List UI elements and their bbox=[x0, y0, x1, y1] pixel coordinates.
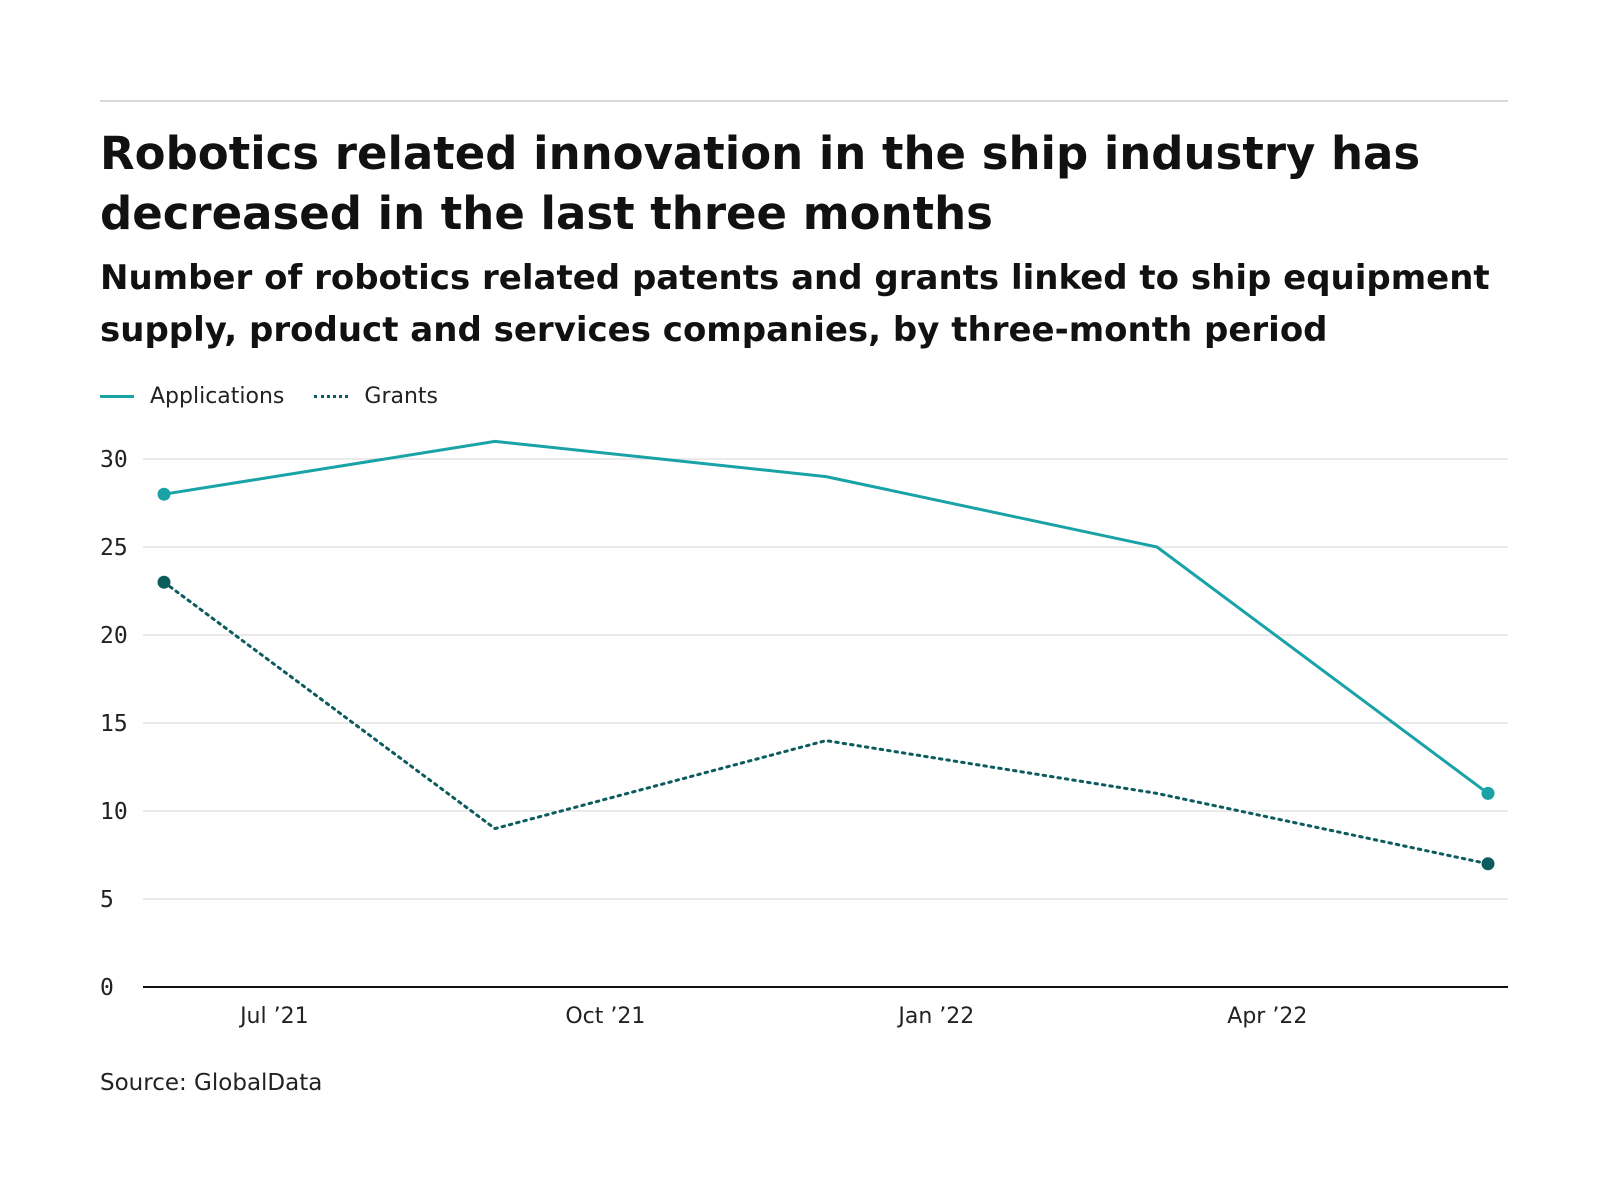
series-lines bbox=[162, 439, 1490, 866]
legend-swatch-applications bbox=[100, 394, 134, 398]
x-axis-ticks: Jul ’21 Oct ’21 Jan ’22 Apr ’22 bbox=[238, 1004, 1307, 1029]
line-chart: 0 5 10 15 20 25 30 Jul ’21 Oct ’21 Jan ’22 Apr ’2… bbox=[100, 439, 1508, 1029]
series-line-applications bbox=[163, 439, 1489, 795]
y-tick-label-15: 15 bbox=[100, 711, 128, 737]
series-point-grants-4 bbox=[1481, 857, 1495, 871]
legend-item-grants: Grants bbox=[314, 384, 438, 409]
series-point-applications-4 bbox=[1481, 786, 1495, 800]
top-divider bbox=[100, 100, 1508, 102]
x-tick-label-0: Jul ’21 bbox=[238, 1004, 309, 1029]
series-markers bbox=[157, 487, 1495, 871]
x-tick-label-3: Apr ’22 bbox=[1227, 1004, 1307, 1029]
grid-lines bbox=[143, 458, 1508, 988]
x-tick-label-1: Oct ’21 bbox=[565, 1004, 645, 1029]
legend-swatch-grants bbox=[314, 394, 349, 398]
series-point-applications-0 bbox=[157, 487, 171, 501]
y-tick-label-20: 20 bbox=[100, 623, 128, 649]
y-tick-label-0: 0 bbox=[100, 975, 114, 1001]
legend-label-grants: Grants bbox=[364, 383, 438, 409]
series-point-grants-0 bbox=[157, 575, 171, 589]
legend-label-applications: Applications bbox=[150, 383, 285, 409]
series-line-grants bbox=[162, 580, 1490, 866]
legend: Applications Grants bbox=[100, 380, 468, 412]
chart-title: Robotics related innovation in the ship … bbox=[100, 127, 1421, 240]
y-tick-label-30: 30 bbox=[100, 447, 128, 473]
chart-subtitle: Number of robotics related patents and g… bbox=[100, 258, 1490, 350]
y-tick-label-25: 25 bbox=[100, 535, 128, 561]
y-tick-label-5: 5 bbox=[100, 887, 114, 913]
x-tick-label-2: Jan ’22 bbox=[896, 1004, 974, 1029]
y-tick-label-10: 10 bbox=[100, 799, 128, 825]
y-axis-ticks: 0 5 10 15 20 25 30 bbox=[100, 447, 128, 1001]
legend-item-applications: Applications bbox=[100, 384, 284, 409]
source-note: Source: GlobalData bbox=[100, 1070, 323, 1096]
